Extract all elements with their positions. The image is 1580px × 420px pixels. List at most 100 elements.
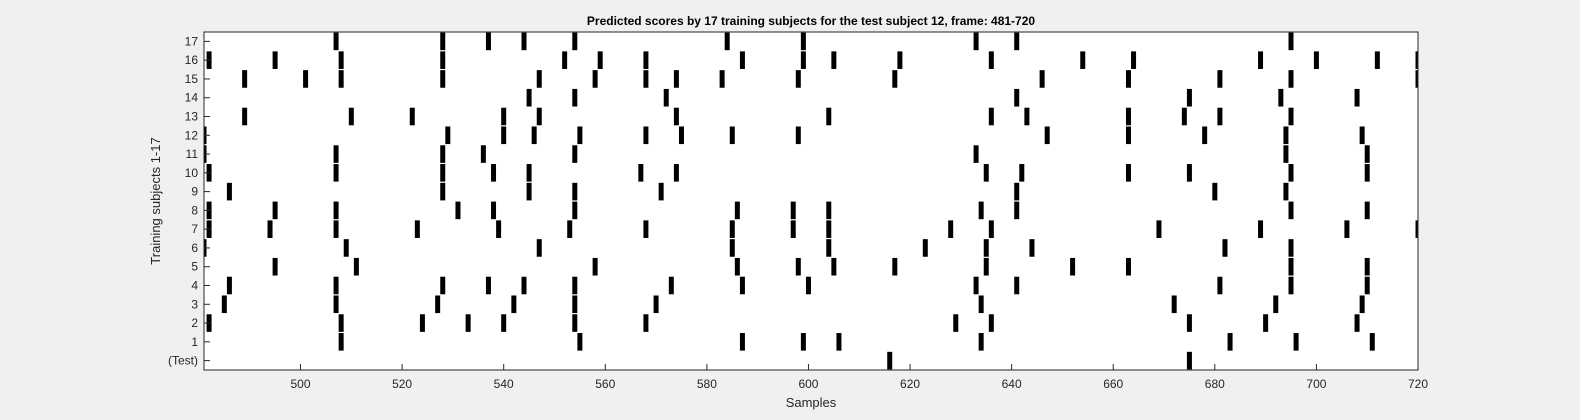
mark-row-6-585 (729, 239, 735, 257)
y-tick-label: 17 (185, 34, 199, 48)
mark-row-7-494 (267, 220, 273, 238)
y-tick-label: 2 (191, 316, 198, 330)
mark-row-10-635 (983, 164, 989, 182)
mark-row-15-501 (303, 70, 309, 88)
chart-title: Predicted scores by 17 training subjects… (587, 14, 1035, 28)
mark-row-12-546 (531, 126, 537, 145)
mark-row-16-599 (800, 51, 806, 69)
mark-row-10-507 (333, 164, 339, 182)
marks-layer (204, 32, 1418, 370)
mark-row-8-604 (826, 201, 832, 220)
mark-row-9-571 (658, 182, 664, 201)
mark-row-10-695 (1288, 164, 1294, 182)
mark-row-4-486 (226, 276, 232, 295)
y-tick-label: 7 (191, 222, 198, 236)
mark-row-4-507 (333, 276, 339, 295)
mark-row-9-545 (526, 182, 532, 201)
mark-row-12-555 (577, 126, 583, 145)
mark-row-13-489 (242, 107, 248, 126)
mark-row-4-641 (1014, 276, 1020, 295)
mark-row-13-643 (1024, 107, 1030, 126)
mark-row-7-720 (1415, 220, 1418, 238)
mark-row-5-586 (734, 257, 740, 276)
mark-row-16-689 (1258, 51, 1264, 69)
mark-row-8-641 (1014, 201, 1020, 220)
mark-row-15-617 (892, 70, 898, 88)
mark-row-15-508 (338, 70, 344, 88)
x-tick-label: 620 (900, 377, 920, 391)
mark-row-test-675 (1186, 351, 1192, 370)
mark-row-12-585 (729, 126, 735, 145)
mark-row-7-669 (1156, 220, 1162, 238)
mark-row-8-538 (491, 201, 497, 220)
mark-row-5-605 (831, 257, 837, 276)
mark-row-3-554 (572, 295, 578, 314)
mark-row-6-623 (922, 239, 928, 257)
mark-row-7-553 (567, 220, 573, 238)
mark-row-8-554 (572, 201, 578, 220)
mark-row-10-528 (440, 164, 446, 182)
mark-row-5-558 (592, 257, 598, 276)
mark-row-4-587 (739, 276, 745, 295)
x-tick-label: 720 (1408, 377, 1428, 391)
mark-row-15-489 (242, 70, 248, 88)
mark-row-7-507 (333, 220, 339, 238)
mark-row-11-507 (333, 145, 339, 163)
mark-row-12-663 (1125, 126, 1131, 145)
mark-row-2-524 (419, 314, 425, 332)
mark-row-14-572 (663, 88, 669, 107)
mark-row-5-598 (795, 257, 801, 276)
mark-row-7-539 (496, 220, 502, 238)
mark-row-15-663 (1125, 70, 1131, 88)
mark-row-15-568 (643, 70, 649, 88)
mark-row-4-544 (521, 276, 527, 295)
mark-row-3-709 (1359, 295, 1365, 314)
mark-row-9-528 (440, 182, 446, 201)
mark-row-2-675 (1186, 314, 1192, 332)
mark-row-13-522 (409, 107, 415, 126)
y-tick-label: 1 (191, 335, 198, 349)
mark-row-9-641 (1014, 182, 1020, 201)
mark-row-4-573 (668, 276, 674, 295)
mark-row-2-636 (988, 314, 994, 332)
x-tick-label: 520 (392, 377, 412, 391)
mark-row-16-664 (1131, 51, 1137, 69)
mark-row-12-678 (1202, 126, 1208, 145)
mark-row-6-695 (1288, 239, 1294, 257)
mark-row-1-555 (577, 333, 583, 351)
mark-row-9-486 (226, 182, 232, 201)
plot-area (204, 32, 1418, 370)
mark-row-12-575 (678, 126, 684, 145)
mark-row-9-694 (1283, 182, 1289, 201)
mark-row-1-508 (338, 333, 344, 351)
mark-row-2-540 (501, 314, 507, 332)
mark-row-14-708 (1354, 88, 1360, 107)
mark-row-12-540 (501, 126, 507, 145)
x-tick-label: 600 (798, 377, 818, 391)
mark-row-15-681 (1217, 70, 1223, 88)
mark-row-16-559 (597, 51, 603, 69)
mark-row-17-584 (724, 32, 730, 51)
mark-row-1-696 (1293, 333, 1299, 351)
mark-row-12-598 (795, 126, 801, 145)
mark-row-7-628 (948, 220, 954, 238)
y-tick-label: 8 (191, 203, 198, 217)
mark-row-7-706 (1344, 220, 1350, 238)
mark-row-3-542 (511, 295, 517, 314)
mark-row-7-597 (790, 220, 796, 238)
mark-row-16-568 (643, 51, 649, 69)
mark-row-16-508 (338, 51, 344, 69)
mark-row-13-604 (826, 107, 832, 126)
mark-row-14-554 (572, 88, 578, 107)
mark-row-6-635 (983, 239, 989, 257)
mark-row-3-507 (333, 295, 339, 314)
mark-row-10-574 (673, 164, 679, 182)
mark-row-4-537 (485, 276, 491, 295)
mark-row-16-495 (272, 51, 278, 69)
mark-row-16-700 (1313, 51, 1319, 69)
x-tick-label: 700 (1306, 377, 1326, 391)
mark-row-2-554 (572, 314, 578, 332)
mark-row-5-695 (1288, 257, 1294, 276)
mark-row-8-507 (333, 201, 339, 220)
